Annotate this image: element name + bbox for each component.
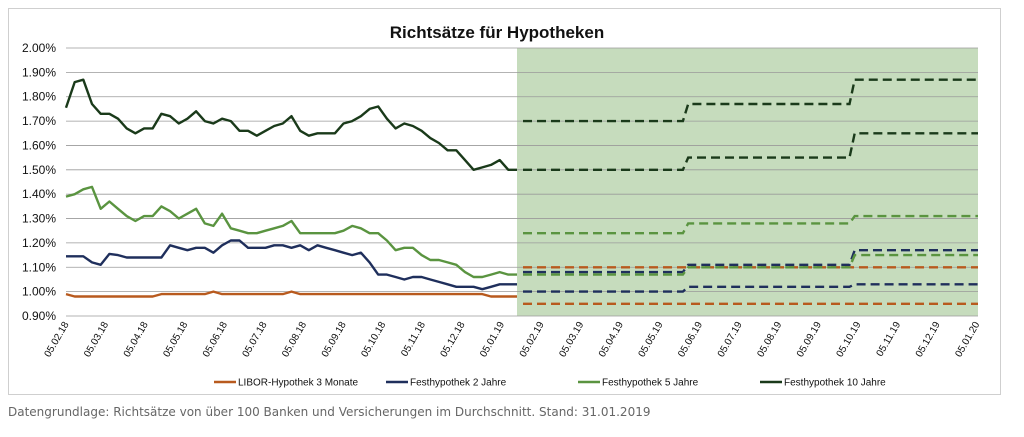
x-tick-label: 05.02.19	[518, 320, 547, 360]
x-tick-label: 05.01.20	[953, 320, 982, 360]
x-tick-label: 05.05.18	[161, 320, 190, 360]
source-note: Datengrundlage: Richtsätze von über 100 …	[8, 405, 651, 419]
x-tick-label: 05.11.18	[399, 320, 428, 359]
x-tick-label: 05.06.19	[676, 320, 705, 360]
legend-label: Festhypothek 5 Jahre	[602, 378, 699, 389]
legend-label: LIBOR-Hypothek 3 Monate	[238, 378, 358, 389]
x-tick-label: 05.03.18	[82, 320, 111, 360]
y-tick-label: 1.10%	[22, 260, 56, 274]
x-tick-label: 05.05.19	[637, 320, 666, 360]
legend-label: Festhypothek 10 Jahre	[784, 378, 886, 389]
x-tick-label: 05.06.18	[201, 320, 230, 360]
forecast-line	[523, 248, 978, 274]
series-line	[66, 239, 517, 291]
x-tick-label: 05.09.19	[795, 320, 824, 360]
chart-title: Richtsätze für Hypotheken	[390, 23, 604, 42]
x-tick-label: 05.01.19	[478, 320, 507, 360]
y-tick-label: 1.80%	[22, 90, 56, 104]
x-tick-label: 05.08.19	[755, 320, 784, 360]
y-tick-label: 1.30%	[22, 212, 56, 226]
forecast-line	[523, 253, 978, 276]
x-tick-label: 05.04.19	[597, 320, 626, 360]
x-tick-label: 05.07.18	[241, 320, 270, 360]
y-tick-label: 0.90%	[22, 309, 56, 323]
x-tick-label: 05.12.19	[914, 320, 943, 360]
y-tick-label: 1.60%	[22, 138, 56, 152]
x-tick-label: 05.10.19	[835, 320, 864, 360]
y-tick-label: 1.70%	[22, 114, 56, 128]
chart-frame	[8, 8, 1001, 395]
x-tick-label: 05.07.19	[716, 320, 745, 360]
series-line	[64, 78, 517, 172]
forecast-line	[523, 132, 978, 172]
x-tick-label: 05.11.19	[875, 320, 904, 359]
y-tick-label: 1.50%	[22, 163, 56, 177]
legend-label: Festhypothek 2 Jahre	[410, 378, 507, 389]
x-tick-label: 05.08.18	[280, 320, 309, 360]
x-tick-label: 05.02.18	[43, 320, 72, 360]
x-tick-label: 05.12.18	[439, 320, 468, 360]
series-line	[65, 185, 517, 279]
forecast-line	[523, 283, 978, 293]
y-tick-label: 1.00%	[22, 285, 56, 299]
y-tick-label: 1.20%	[22, 236, 56, 250]
x-tick-label: 05.09.18	[320, 320, 349, 360]
y-tick-label: 1.40%	[22, 187, 56, 201]
x-tick-label: 05.04.18	[122, 320, 151, 360]
y-tick-label: 2.00%	[22, 41, 56, 55]
series-line	[65, 290, 517, 298]
x-tick-label: 05.10.18	[359, 320, 388, 360]
x-tick-label: 05.03.19	[557, 320, 586, 360]
y-tick-label: 1.90%	[22, 65, 56, 79]
forecast-line	[523, 78, 978, 123]
forecast-line	[523, 214, 978, 235]
